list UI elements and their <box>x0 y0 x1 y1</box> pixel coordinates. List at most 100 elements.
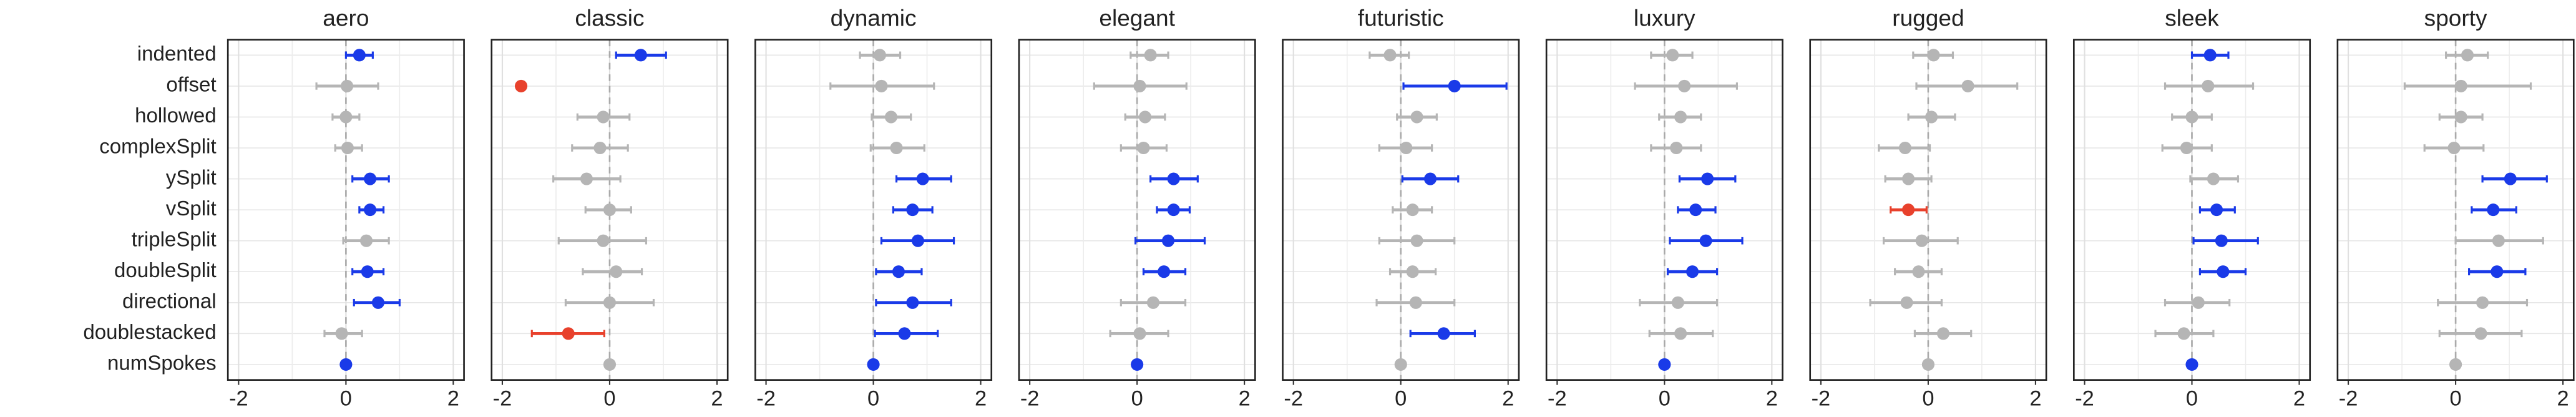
x-tick-label: 2 <box>975 387 987 411</box>
point <box>597 234 610 247</box>
point <box>2207 172 2220 185</box>
point <box>890 141 903 155</box>
point <box>2454 79 2467 92</box>
panel-frame <box>1545 39 1783 381</box>
point <box>1961 79 1974 92</box>
x-tick-label: -2 <box>2339 387 2358 411</box>
row-label: ySplit <box>166 166 217 189</box>
x-tick-label: 0 <box>1922 387 1934 411</box>
row-label: doubleSplit <box>114 259 217 282</box>
panel-title: luxury <box>1634 5 1695 31</box>
point <box>2492 234 2505 247</box>
row-label: tripleSplit <box>132 228 217 251</box>
point <box>1131 358 1144 371</box>
point <box>603 358 617 371</box>
point <box>2215 234 2228 247</box>
point <box>603 204 617 217</box>
panel-title: elegant <box>1099 5 1175 31</box>
x-tick-label: 0 <box>340 387 352 411</box>
point <box>1400 141 1413 155</box>
point <box>1898 141 1911 155</box>
point <box>364 172 377 185</box>
x-tick-label: -2 <box>1812 387 1831 411</box>
point <box>603 296 617 309</box>
panel: classic -2 0 2 <box>490 5 729 411</box>
row-label: offset <box>166 74 216 97</box>
point <box>1410 234 1423 247</box>
row-label: hollowed <box>135 104 217 127</box>
point <box>1158 265 1171 278</box>
panel-frame <box>490 39 729 381</box>
row-label: vSplit <box>166 197 217 220</box>
x-tick-label: 2 <box>1766 387 1778 411</box>
point <box>1925 110 1938 124</box>
x-tick-label: -2 <box>756 387 776 411</box>
point <box>515 79 528 92</box>
point <box>2203 49 2217 62</box>
x-tick-label: 2 <box>2557 387 2569 411</box>
x-tick-label: 2 <box>447 387 459 411</box>
point <box>884 110 897 124</box>
point <box>2454 110 2467 124</box>
point <box>1394 358 1407 371</box>
point <box>2185 110 2198 124</box>
point <box>335 327 348 340</box>
point <box>1678 79 1691 92</box>
point <box>597 110 610 124</box>
x-tick-label: -2 <box>1020 387 1040 411</box>
point <box>1437 327 1450 340</box>
row-label: directional <box>122 290 217 313</box>
point <box>2217 265 2230 278</box>
row-label: doublestacked <box>83 321 216 344</box>
x-tick-label: -2 <box>229 387 248 411</box>
panel-title: aero <box>323 5 369 31</box>
point <box>906 296 919 309</box>
point <box>1699 234 1712 247</box>
point <box>1701 172 1714 185</box>
point <box>580 172 593 185</box>
panel: elegant -2 0 2 <box>1018 5 1256 411</box>
point <box>892 265 905 278</box>
x-tick-label: -2 <box>2075 387 2094 411</box>
x-tick-label: 2 <box>1502 387 1514 411</box>
point <box>371 296 385 309</box>
x-tick-label: 0 <box>1659 387 1671 411</box>
point <box>875 79 888 92</box>
point <box>906 204 919 217</box>
x-tick-label: 0 <box>603 387 615 411</box>
x-tick-label: 0 <box>867 387 879 411</box>
x-tick-label: 0 <box>2450 387 2462 411</box>
point <box>593 141 607 155</box>
panel-frame <box>754 39 993 381</box>
x-tick-label: 0 <box>2186 387 2198 411</box>
point <box>1915 234 1928 247</box>
point <box>2449 358 2462 371</box>
panel-frame <box>2336 39 2575 381</box>
panel-frame <box>1809 39 2047 381</box>
point <box>1144 49 1157 62</box>
point <box>898 327 911 340</box>
point <box>634 49 647 62</box>
panel-title: dynamic <box>831 5 917 31</box>
point <box>1383 49 1397 62</box>
point <box>1912 265 1925 278</box>
panel-title: classic <box>575 5 644 31</box>
point <box>2474 327 2487 340</box>
x-tick-label: -2 <box>1284 387 1303 411</box>
point <box>1921 358 1934 371</box>
x-tick-label: 2 <box>1239 387 1251 411</box>
x-tick-label: 0 <box>1395 387 1407 411</box>
row-label: indented <box>137 42 217 66</box>
point <box>916 172 929 185</box>
point <box>867 358 880 371</box>
panel-title: sleek <box>2165 5 2219 31</box>
point <box>1423 172 1437 185</box>
point <box>339 110 353 124</box>
point <box>1409 296 1422 309</box>
x-tick-label: 2 <box>711 387 723 411</box>
point <box>873 49 886 62</box>
x-tick-label: 2 <box>2293 387 2305 411</box>
point <box>1167 204 1180 217</box>
point <box>364 204 377 217</box>
